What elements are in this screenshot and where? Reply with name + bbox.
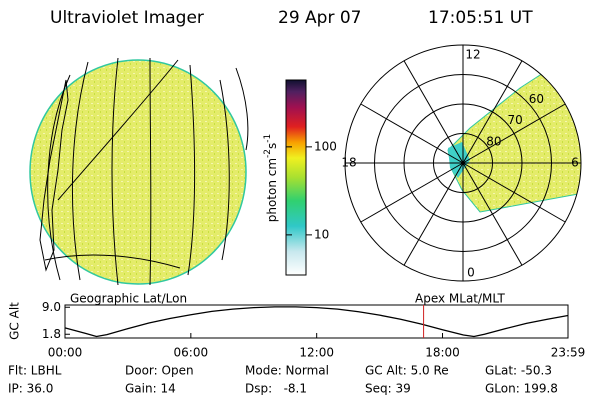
polar-lat-label: 70 — [507, 113, 522, 127]
y-axis-label: GC Alt — [8, 302, 22, 340]
polar-mlt-label: 12 — [465, 48, 480, 62]
altitude-line — [64, 306, 569, 338]
polar-spoke — [462, 162, 566, 223]
polar-image — [447, 45, 581, 213]
x-tick-label: 18:00 — [425, 346, 460, 360]
info-field: Gain: 14 — [125, 382, 176, 396]
title: Ultraviolet Imager — [50, 8, 204, 28]
x-tick-label: 06:00 — [174, 346, 209, 360]
polar-spoke — [462, 162, 523, 266]
time: 17:05:51 UT — [428, 8, 533, 28]
polar-mlt-label: 0 — [467, 266, 475, 280]
info-field: Flt: LBHL — [8, 364, 62, 378]
colorbar — [285, 79, 307, 276]
polar-mlt-label: 6 — [571, 156, 579, 170]
label-part: s — [265, 143, 279, 149]
altitude-chart: 9.0 1.8 00:00 06:00 12:00 18:00 23:59 — [42, 300, 585, 360]
info-field: GLon: 199.8 — [485, 382, 558, 396]
label-part: photon cm — [265, 158, 279, 222]
panel-label: Geographic Lat/Lon — [70, 292, 187, 306]
footer: Flt: LBHL Door: Open Mode: Normal GC Alt: 5… — [8, 364, 558, 396]
colorbar-tick-label: 10 — [314, 227, 329, 241]
x-tick-label: 12:00 — [299, 346, 334, 360]
label-sup: -1 — [263, 134, 273, 143]
colorbar-ticks: 10 100 — [286, 139, 337, 241]
info-field: Dsp: -8.1 — [245, 382, 307, 396]
info-field: Seq: 39 — [365, 382, 411, 396]
label-sup: -2 — [263, 149, 273, 158]
x-tick-label: 23:59 — [551, 346, 586, 360]
y-tick-label: 1.8 — [42, 327, 61, 341]
info-field: IP: 36.0 — [8, 382, 53, 396]
date: 29 Apr 07 — [278, 8, 361, 28]
info-field: Door: Open — [125, 364, 194, 378]
info-field: Mode: Normal — [245, 364, 329, 378]
polar-spoke — [462, 60, 523, 164]
colorbar-label: photon cm-2s-1 — [263, 134, 279, 223]
polar-lat-label: 60 — [529, 92, 544, 106]
earth-image — [29, 57, 249, 286]
x-tick-label: 00:00 — [48, 346, 83, 360]
polar-spoke — [360, 103, 464, 164]
colorbar-tick-label: 100 — [314, 139, 337, 153]
panel-label: Apex MLat/MLT — [415, 292, 505, 306]
polar-spoke — [403, 60, 464, 164]
y-tick-label: 9.0 — [42, 300, 61, 314]
polar-spoke — [462, 103, 566, 164]
polar-mlt-label: 18 — [341, 156, 356, 170]
polar-lat-label: 80 — [486, 134, 501, 148]
info-field: GC Alt: 5.0 Re — [365, 364, 449, 378]
polar-spoke — [360, 162, 464, 223]
polar-spoke — [403, 162, 464, 266]
info-field: GLat: -50.3 — [485, 364, 552, 378]
